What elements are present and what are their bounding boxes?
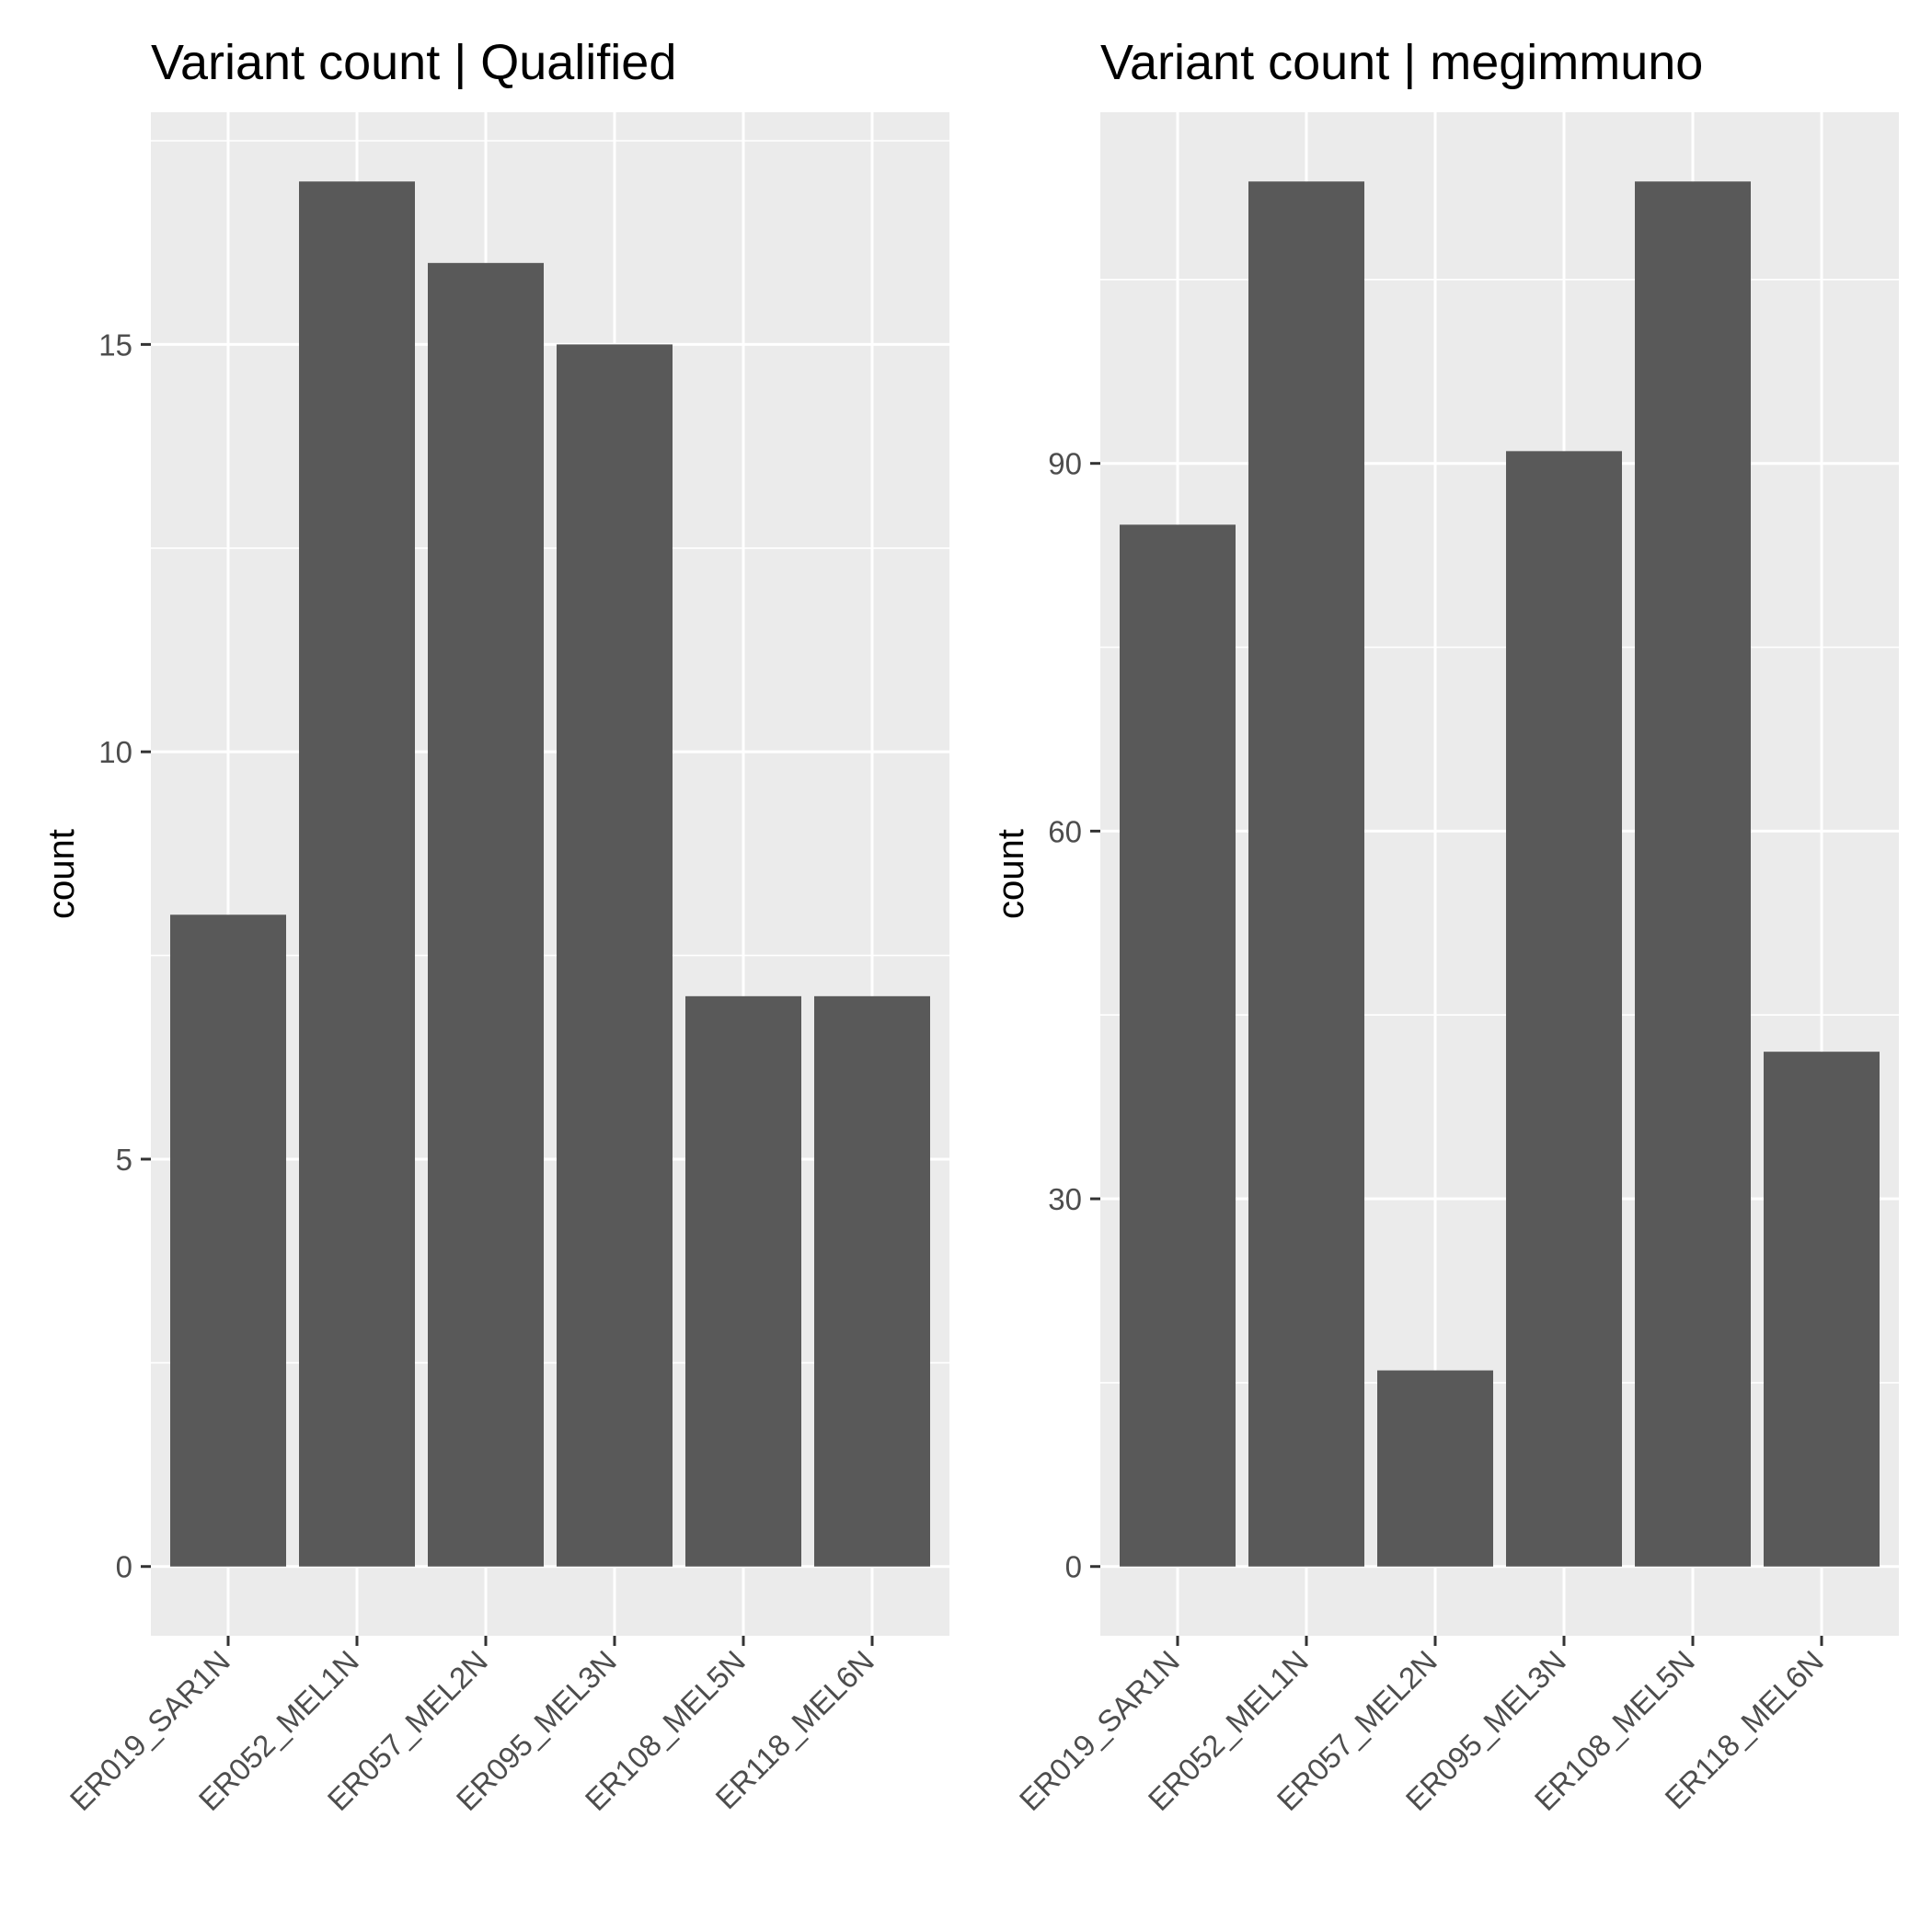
bar-er052_mel1n: [1248, 181, 1364, 1567]
bar-er118_mel6n: [814, 995, 930, 1567]
chart-title: Variant count | Qualified: [151, 35, 676, 90]
y-axis-label: count: [991, 829, 1031, 919]
bar-er057_mel2n: [428, 262, 544, 1567]
y-tick-label: 0: [116, 1550, 132, 1584]
bar-er057_mel2n: [1377, 1370, 1493, 1567]
y-tick-label: 10: [98, 735, 132, 769]
bar-er108_mel5n: [1635, 181, 1751, 1567]
chart-title: Variant count | megimmuno: [1100, 35, 1703, 90]
bar-er019_sar1n: [170, 914, 286, 1567]
bar-er095_mel3n: [557, 344, 673, 1567]
bar-er052_mel1n: [299, 181, 415, 1567]
bar-er019_sar1n: [1120, 524, 1236, 1567]
bar-er108_mel5n: [685, 995, 801, 1567]
bar-er095_mel3n: [1506, 451, 1622, 1567]
y-tick-label: 0: [1065, 1550, 1082, 1584]
y-axis-label: count: [41, 829, 82, 919]
y-tick-label: 90: [1048, 447, 1082, 481]
chart-panel-2: 0306090ER019_SAR1NER052_MEL1NER057_MEL2N…: [991, 35, 1899, 1817]
bar-er118_mel6n: [1764, 1052, 1880, 1567]
y-tick-label: 60: [1048, 814, 1082, 848]
y-tick-label: 30: [1048, 1182, 1082, 1216]
y-tick-label: 15: [98, 328, 132, 362]
chart-panel-1: 051015ER019_SAR1NER052_MEL1NER057_MEL2NE…: [41, 35, 949, 1817]
y-tick-label: 5: [116, 1143, 132, 1177]
